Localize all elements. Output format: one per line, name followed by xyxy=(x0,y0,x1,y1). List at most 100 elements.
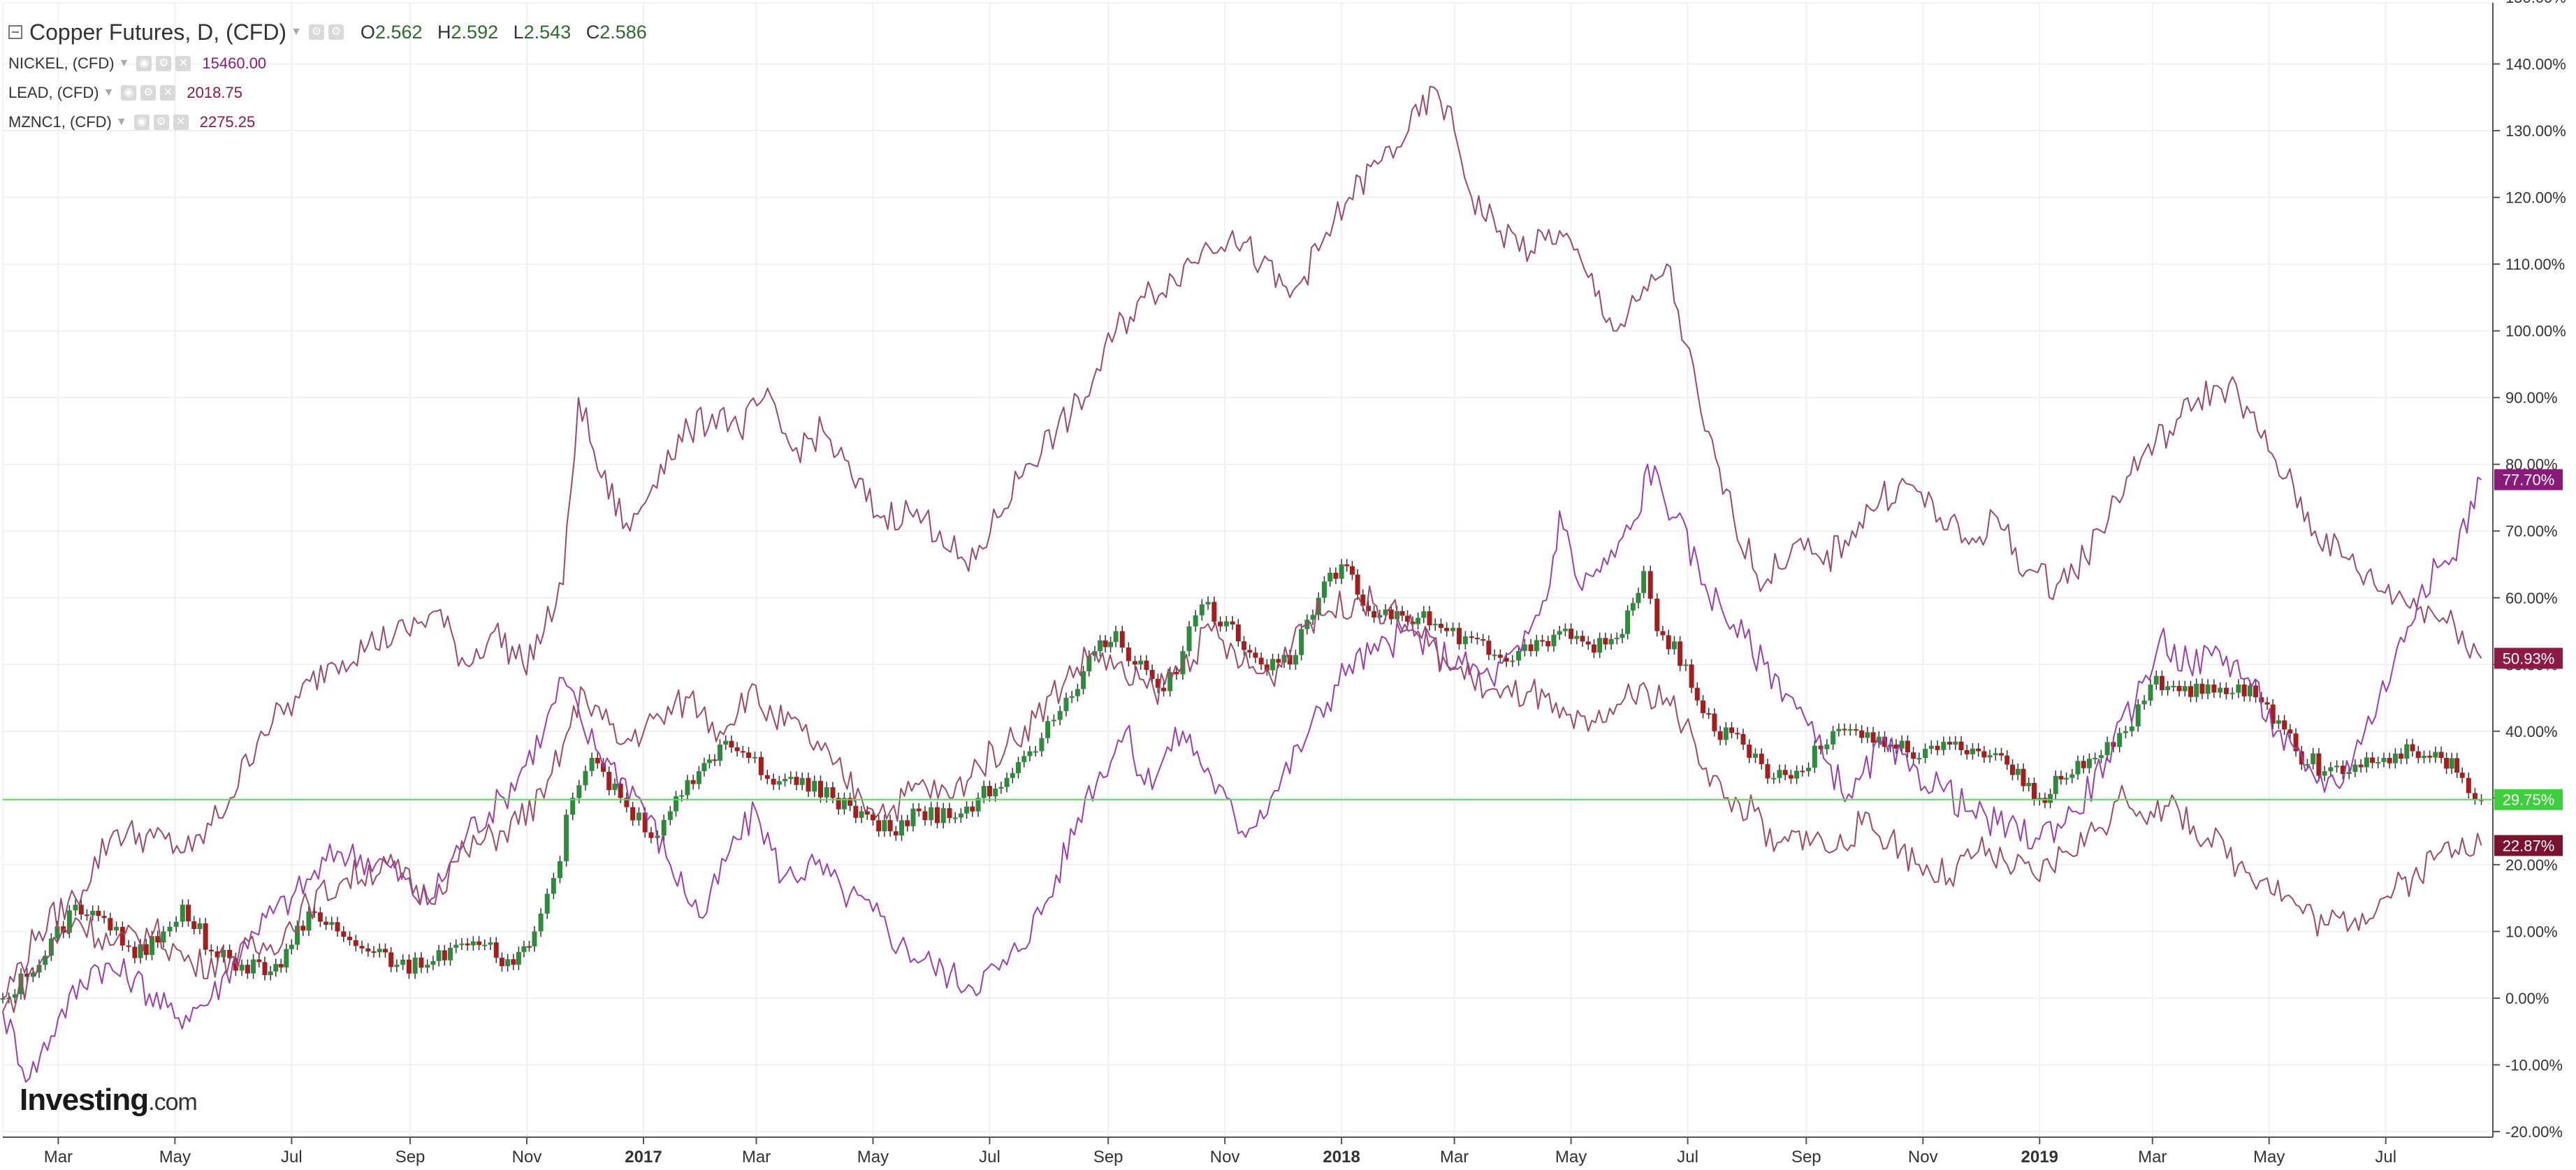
candle xyxy=(300,926,306,931)
chevron-down-icon[interactable]: ▼ xyxy=(115,116,127,128)
candle xyxy=(2399,753,2404,759)
candle xyxy=(1086,655,1092,672)
candle xyxy=(1842,729,1847,731)
candle xyxy=(1712,713,1717,731)
candle xyxy=(2253,685,2259,698)
candle xyxy=(2004,755,2010,765)
candle xyxy=(2218,687,2223,693)
candle xyxy=(1993,753,1998,756)
close-icon[interactable]: ✕ xyxy=(175,56,191,71)
candle xyxy=(1167,672,1173,692)
candle xyxy=(459,943,465,945)
candle xyxy=(1522,644,1527,651)
candle xyxy=(1456,627,1462,645)
candle xyxy=(583,770,588,786)
candle xyxy=(1987,755,1993,758)
y-tick-label: 0.00% xyxy=(2505,990,2549,1007)
y-tick-label: 140.00% xyxy=(2505,56,2566,73)
candle xyxy=(2199,683,2205,694)
collapse-icon[interactable] xyxy=(8,25,22,39)
candle xyxy=(987,786,992,797)
candle xyxy=(1075,689,1080,696)
candle xyxy=(114,926,119,930)
candle xyxy=(812,780,817,792)
candle xyxy=(1450,627,1456,631)
candle xyxy=(1113,631,1119,643)
candle xyxy=(1958,741,1964,750)
candle xyxy=(1614,638,1620,640)
candle xyxy=(1510,660,1515,662)
candle xyxy=(382,949,388,953)
settings-icon[interactable]: ⚙ xyxy=(308,24,324,40)
candle xyxy=(1976,748,1981,752)
gear-icon[interactable]: ⚙ xyxy=(156,56,172,71)
candle xyxy=(576,785,582,798)
candle xyxy=(1223,621,1229,627)
candle xyxy=(788,777,794,780)
eye-icon[interactable]: ◉ xyxy=(121,85,137,101)
candle xyxy=(934,807,940,824)
candle xyxy=(2205,684,2211,694)
y-tick-label: 100.00% xyxy=(2505,323,2566,340)
candle xyxy=(2229,692,2235,694)
candle xyxy=(1569,629,1574,639)
candle xyxy=(1119,631,1125,648)
ohlc-readout: O2.562 H2.592 L2.543 C2.586 xyxy=(361,22,657,43)
candle xyxy=(1935,745,1940,750)
candle xyxy=(1299,629,1304,655)
candle xyxy=(2058,775,2064,780)
candle xyxy=(2334,766,2340,768)
y-tick-label: 60.00% xyxy=(2505,590,2558,607)
gear-icon[interactable]: ⚙ xyxy=(140,85,157,101)
candle xyxy=(1276,659,1281,663)
candle xyxy=(1759,753,1764,764)
candle xyxy=(1081,671,1086,689)
candle xyxy=(1144,660,1149,670)
candle xyxy=(1870,732,1876,743)
candle xyxy=(2223,687,2229,694)
candle xyxy=(2123,731,2128,733)
gear-icon[interactable]: ⚙ xyxy=(153,115,169,130)
candle xyxy=(1647,571,1653,599)
candle xyxy=(2009,764,2015,775)
candle xyxy=(239,965,245,971)
chevron-down-icon[interactable]: ▼ xyxy=(103,87,115,98)
chevron-down-icon[interactable]: ▼ xyxy=(118,57,130,69)
candle xyxy=(723,740,729,745)
y-tick-label: -20.00% xyxy=(2505,1123,2563,1141)
candle xyxy=(981,786,987,798)
candle xyxy=(0,997,6,1000)
close-icon[interactable]: ✕ xyxy=(160,85,176,101)
x-tick-label: Sep xyxy=(395,1148,425,1167)
candle xyxy=(448,947,453,960)
eye-icon[interactable]: ◉ xyxy=(136,56,152,71)
candle xyxy=(2075,761,2081,775)
gear-icon[interactable]: ⚙ xyxy=(328,24,344,40)
candle xyxy=(712,759,718,761)
ohlc-high-key: H xyxy=(437,21,451,43)
price-badge-label-2: 50.93% xyxy=(2503,650,2555,667)
candle xyxy=(256,959,262,963)
candle xyxy=(488,942,493,945)
candle xyxy=(436,950,442,961)
candle xyxy=(685,780,690,796)
candle xyxy=(661,819,667,836)
close-icon[interactable]: ✕ xyxy=(173,115,189,130)
candle xyxy=(1199,604,1205,615)
candle xyxy=(1782,770,1788,775)
candle xyxy=(1103,640,1108,648)
candle xyxy=(1777,770,1782,778)
candle xyxy=(806,777,811,792)
candle xyxy=(155,936,161,943)
candle xyxy=(970,806,975,812)
chevron-down-icon[interactable]: ▼ xyxy=(291,26,302,38)
candle xyxy=(353,940,358,946)
eye-icon[interactable]: ◉ xyxy=(133,115,150,130)
legend-main-row: Copper Futures, D, (CFD) ▼ ⚙ ⚙ O2.562 H2… xyxy=(8,15,657,49)
candle xyxy=(43,956,48,965)
candle xyxy=(1287,655,1293,665)
candle xyxy=(2026,782,2032,787)
candle xyxy=(2438,752,2444,759)
